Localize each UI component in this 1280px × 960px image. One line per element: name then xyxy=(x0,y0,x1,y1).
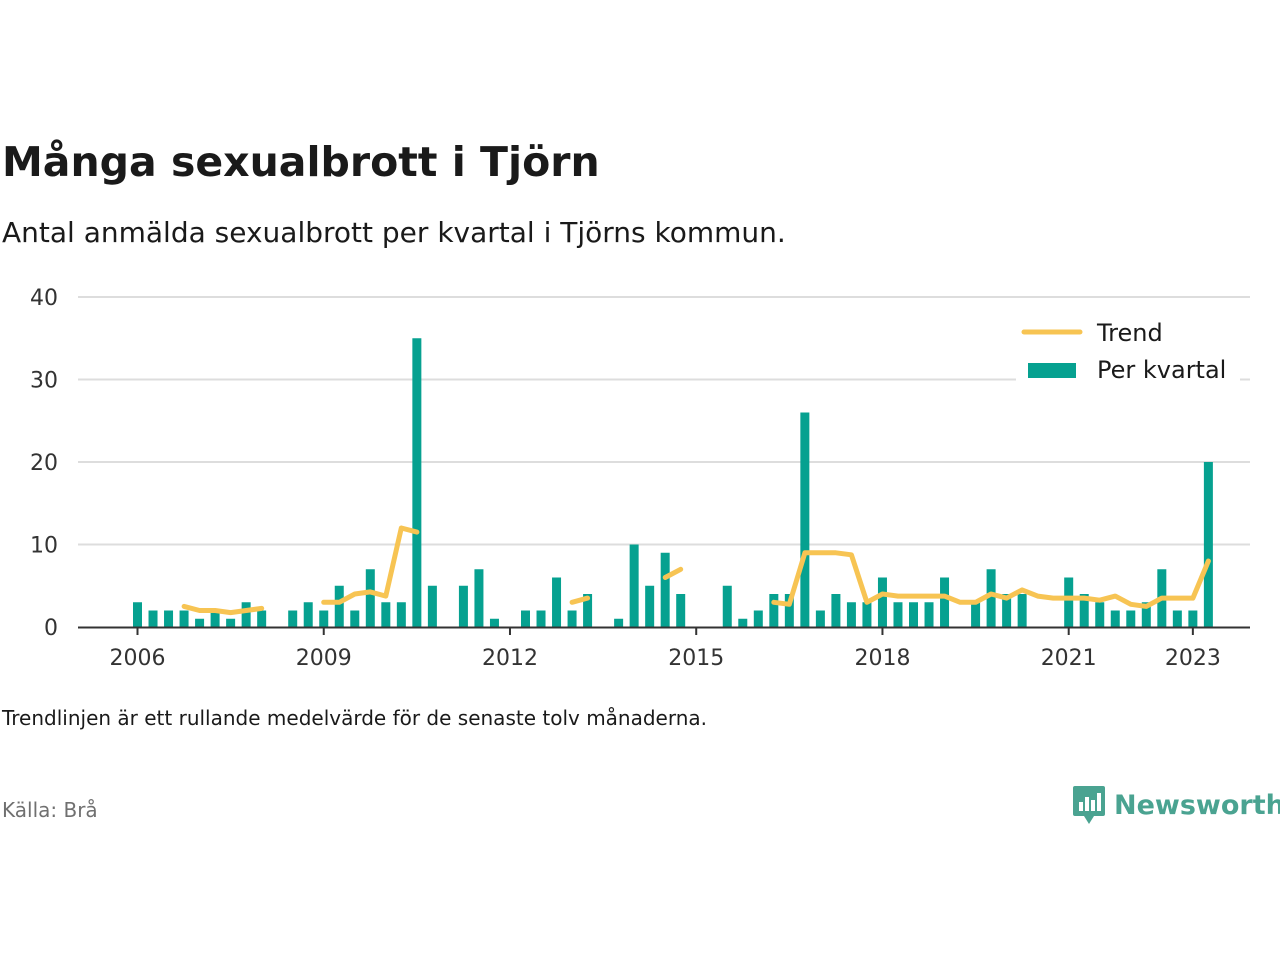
trend-line-segment xyxy=(321,525,420,605)
bar xyxy=(489,618,499,627)
bar xyxy=(1095,602,1105,627)
bar xyxy=(521,610,530,627)
bar xyxy=(629,544,639,627)
brand-logo[interactable]: Newsworthy xyxy=(1072,784,1280,826)
bar xyxy=(676,594,686,627)
bar xyxy=(365,569,375,627)
bar xyxy=(164,610,174,627)
bar xyxy=(334,585,344,627)
bar xyxy=(148,610,158,627)
bar xyxy=(319,610,329,627)
bar xyxy=(241,602,251,627)
bar xyxy=(1110,610,1120,627)
bar xyxy=(179,610,189,627)
bar xyxy=(862,602,872,627)
bar xyxy=(645,585,655,627)
bar xyxy=(738,618,748,627)
bar xyxy=(1079,594,1089,627)
bar xyxy=(660,552,670,627)
bar xyxy=(971,602,981,627)
bar xyxy=(396,602,406,627)
x-axis-ticks: 2006 2009 2012 2015 2018 2021 2023 xyxy=(110,627,1221,671)
y-tick-label: 30 xyxy=(30,369,58,394)
bar xyxy=(1141,602,1151,627)
bar xyxy=(210,610,220,627)
bar xyxy=(722,585,732,627)
y-tick-label: 20 xyxy=(30,451,58,476)
bar xyxy=(583,594,593,627)
bar xyxy=(1064,577,1074,627)
trend-line-segment xyxy=(771,550,1211,609)
x-tick-label: 2021 xyxy=(1041,646,1097,671)
bar xyxy=(846,602,856,627)
x-tick-label: 2015 xyxy=(668,646,724,671)
x-tick-label: 2006 xyxy=(110,646,166,671)
bar xyxy=(1188,610,1198,627)
x-tick-label: 2018 xyxy=(854,646,910,671)
bar xyxy=(1126,610,1136,627)
bar xyxy=(784,594,794,627)
y-axis-ticks: 0 10 20 30 40 xyxy=(30,286,58,641)
bar xyxy=(831,594,841,627)
bar xyxy=(412,338,422,627)
bar xyxy=(567,610,577,627)
bar xyxy=(257,610,267,627)
bar xyxy=(815,610,825,627)
bar xyxy=(1203,462,1213,627)
legend-bar-label: Per kvartal xyxy=(1097,356,1226,384)
x-tick-label: 2009 xyxy=(296,646,352,671)
bar xyxy=(986,569,996,627)
x-tick-label: 2012 xyxy=(482,646,538,671)
brand-name: Newsworthy xyxy=(1114,789,1280,821)
legend: Trend Per kvartal xyxy=(1016,310,1240,384)
trend-line-segment xyxy=(181,603,265,616)
bar xyxy=(474,569,484,627)
source-text: Källa: Brå xyxy=(2,798,98,822)
chart-subtitle: Antal anmälda sexualbrott per kvartal i … xyxy=(2,216,786,249)
bar xyxy=(800,412,810,627)
bar xyxy=(614,618,624,627)
bar xyxy=(226,618,236,627)
bar xyxy=(1172,610,1182,627)
bar xyxy=(893,602,903,627)
chart-title: Många sexualbrott i Tjörn xyxy=(2,138,600,186)
legend-bar-swatch xyxy=(1028,363,1076,378)
bar xyxy=(381,602,391,627)
bar xyxy=(924,602,934,627)
trend-series xyxy=(181,525,1211,616)
bar xyxy=(536,610,546,627)
bar xyxy=(458,585,468,627)
bar xyxy=(195,618,205,627)
bar-series xyxy=(133,338,1213,627)
bar xyxy=(427,585,437,627)
y-tick-label: 10 xyxy=(30,534,58,559)
y-tick-label: 0 xyxy=(44,616,58,641)
bar xyxy=(1017,594,1027,627)
x-tick-label: 2023 xyxy=(1165,646,1221,671)
footnote: Trendlinjen är ett rullande medelvärde f… xyxy=(2,706,708,730)
trend-line-segment xyxy=(662,566,684,580)
newsworthy-logo-icon xyxy=(1073,786,1105,824)
legend-trend-label: Trend xyxy=(1096,319,1163,347)
bar xyxy=(350,610,360,627)
bar xyxy=(303,602,313,627)
bar xyxy=(1002,594,1012,627)
bar xyxy=(753,610,763,627)
bar xyxy=(288,610,298,627)
bar xyxy=(940,577,950,627)
trend-line-segment xyxy=(569,595,591,605)
y-tick-label: 40 xyxy=(30,286,58,311)
bar-chart: 0 10 20 30 40 2006 2009 2012 2015 2018 2021 2023 T… xyxy=(30,286,1250,671)
bar xyxy=(909,602,918,627)
bar xyxy=(769,594,779,627)
bar xyxy=(552,577,562,627)
bar xyxy=(877,577,887,627)
bar xyxy=(133,602,142,627)
